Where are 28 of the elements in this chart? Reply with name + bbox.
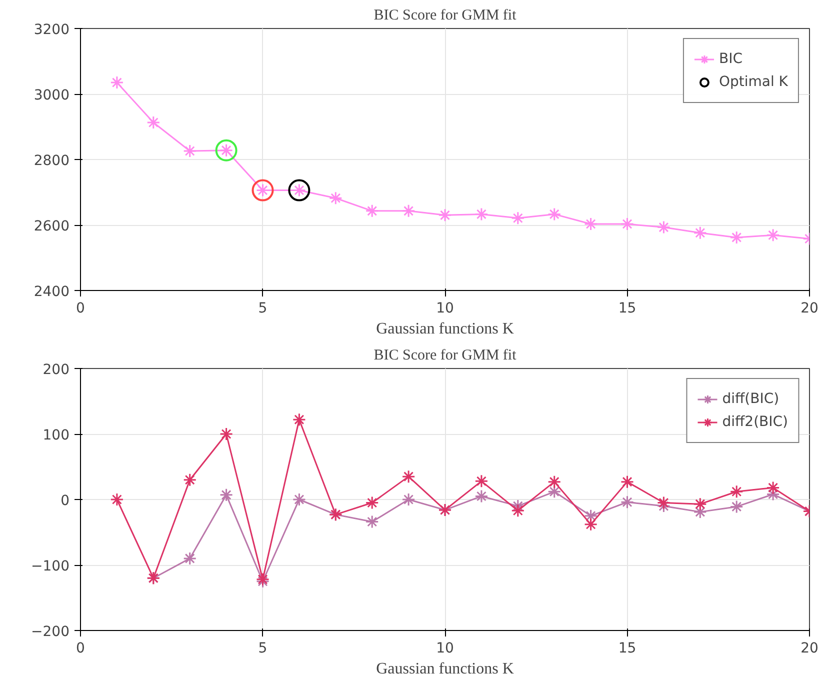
x-tick-label: 10 [436, 300, 454, 316]
x-tick-label: 0 [76, 300, 85, 316]
y-tick-label: 2600 [34, 218, 70, 234]
y-tick-label: 3200 [34, 22, 70, 38]
x-axis-title: Gaussian functions K [376, 660, 514, 678]
y-tick-label: −200 [31, 624, 70, 640]
legend-label: diff(BIC) [722, 391, 780, 407]
x-tick-label: 20 [800, 300, 818, 316]
y-tick-label: 200 [42, 362, 70, 378]
x-tick-label: 10 [436, 640, 454, 656]
x-tick-label: 5 [258, 300, 268, 316]
chart-title: BIC Score for GMM fit [374, 8, 518, 24]
x-tick-label: 15 [618, 640, 636, 656]
legend-label: BIC [718, 51, 742, 67]
y-tick-label: 3000 [34, 88, 70, 104]
x-tick-label: 15 [618, 300, 636, 316]
y-tick-label: 100 [42, 428, 70, 444]
x-tick-label: 20 [800, 640, 818, 656]
x-axis-title: Gaussian functions K [376, 320, 514, 338]
y-tick-label: 2400 [34, 284, 70, 300]
x-tick-label: 0 [76, 640, 85, 656]
x-tick-label: 5 [258, 640, 268, 656]
y-tick-label: 2800 [34, 153, 70, 169]
y-tick-label: −100 [31, 558, 70, 574]
legend-label: Optimal K [718, 74, 788, 90]
legend-label: diff2(BIC) [722, 414, 788, 430]
chart-title: BIC Score for GMM fit [374, 348, 518, 364]
y-tick-label: 0 [60, 493, 70, 509]
